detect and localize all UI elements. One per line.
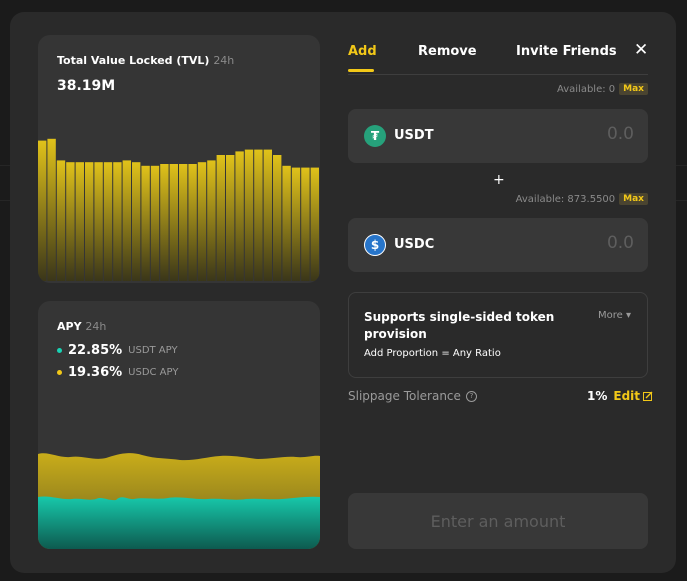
tab-add[interactable]: Add xyxy=(348,44,377,59)
tvl-bar xyxy=(291,167,301,281)
tvl-title-text: Total Value Locked (TVL) xyxy=(57,54,210,67)
usdc-dot-icon xyxy=(57,370,62,375)
edit-icon xyxy=(643,391,653,401)
tvl-bar xyxy=(160,164,169,281)
tvl-bar xyxy=(141,165,150,281)
usdc-apy-value: 19.36% xyxy=(68,365,123,380)
usdc-max-button[interactable]: Max xyxy=(619,193,648,205)
tvl-bar xyxy=(47,138,56,281)
usdc-amount-input[interactable] xyxy=(512,232,636,254)
slippage-label: Slippage Tolerance xyxy=(348,389,461,403)
usdc-token-name: USDC xyxy=(394,237,435,252)
usdc-input-box: $ USDC xyxy=(348,218,648,272)
edit-label: Edit xyxy=(613,389,641,403)
slippage-value: 1% xyxy=(587,389,608,403)
tvl-bar xyxy=(103,162,113,281)
apy-row-usdc: 19.36% USDC APY xyxy=(57,365,178,380)
tvl-title: Total Value Locked (TVL) 24h xyxy=(57,54,234,67)
apy-title: APY 24h xyxy=(57,320,106,333)
active-tab-indicator xyxy=(348,69,374,72)
apy-area-chart xyxy=(38,453,320,549)
tvl-bar xyxy=(301,167,310,281)
info-title: Supports single-sided token provision xyxy=(364,310,555,341)
tvl-bar xyxy=(85,162,94,281)
tvl-period: 24h xyxy=(213,54,235,67)
tvl-bar xyxy=(216,155,225,281)
slippage-value-row: 1% Edit xyxy=(587,389,653,403)
tvl-value: 38.19M xyxy=(57,78,116,94)
usdc-available: Available: 873.5500 Max xyxy=(516,193,648,205)
tvl-card: Total Value Locked (TVL) 24h 38.19M xyxy=(38,35,320,283)
usdt-amount-input[interactable] xyxy=(512,123,636,145)
close-icon[interactable]: ✕ xyxy=(634,40,649,60)
plus-icon: + xyxy=(493,172,505,188)
tvl-bar xyxy=(197,162,207,281)
tvl-bar xyxy=(169,164,178,281)
apy-row-usdt: 22.85% USDT APY xyxy=(57,343,178,358)
usdt-available: Available: 0 Max xyxy=(557,83,648,95)
tvl-bar xyxy=(254,149,263,281)
tvl-bar xyxy=(75,162,84,281)
more-dropdown[interactable]: More ▾ xyxy=(598,310,631,321)
apy-title-text: APY xyxy=(57,320,82,333)
tvl-bar xyxy=(150,165,160,281)
apy-period: 24h xyxy=(85,320,107,333)
tvl-bar xyxy=(56,160,66,281)
apy-card: APY 24h 22.85% USDT APY 19.36% USDC APY xyxy=(38,301,320,549)
tvl-bar xyxy=(94,162,103,281)
more-label: More xyxy=(597,310,623,321)
slippage-edit-button[interactable]: Edit xyxy=(613,389,653,403)
tvl-bar xyxy=(226,155,235,281)
usdc-available-label: Available: 873.5500 xyxy=(515,193,616,205)
tvl-bar-chart xyxy=(38,138,319,281)
tvl-bar xyxy=(207,160,216,281)
usdt-dot-icon xyxy=(57,348,62,353)
tvl-bar xyxy=(263,149,272,281)
submit-button[interactable]: Enter an amount xyxy=(348,493,648,549)
single-sided-info-box: Supports single-sided token provision Mo… xyxy=(348,292,648,378)
tether-icon: ₮ xyxy=(364,125,386,147)
tvl-bar xyxy=(38,140,47,281)
usdt-apy-label: USDT APY xyxy=(128,345,178,356)
help-icon[interactable]: ? xyxy=(465,390,477,402)
tab-remove[interactable]: Remove xyxy=(418,44,477,59)
add-liquidity-modal: Total Value Locked (TVL) 24h 38.19M APY … xyxy=(10,12,676,573)
tvl-bar xyxy=(179,164,188,281)
tvl-bar xyxy=(113,162,122,281)
usdt-available-label: Available: 0 xyxy=(556,83,616,95)
tab-invite-friends[interactable]: Invite Friends xyxy=(516,44,617,59)
usdt-apy-area xyxy=(38,496,320,549)
usdt-token-name: USDT xyxy=(394,128,434,143)
add-proportion-text: Add Proportion = Any Ratio xyxy=(364,348,501,359)
chevron-down-icon: ▾ xyxy=(625,310,631,321)
tvl-bar xyxy=(66,162,75,281)
tvl-bar xyxy=(122,160,131,281)
tvl-bar xyxy=(235,151,244,281)
usdt-max-button[interactable]: Max xyxy=(619,83,648,95)
slippage-row: Slippage Tolerance ? xyxy=(348,389,477,403)
usdc-apy-label: USDC APY xyxy=(128,367,179,378)
tvl-bar xyxy=(132,162,141,281)
tvl-bar xyxy=(310,167,319,281)
usdt-apy-value: 22.85% xyxy=(68,343,123,358)
tvl-bar xyxy=(273,155,282,281)
usdc-icon: $ xyxy=(364,234,386,256)
tab-bar: Add Remove Invite Friends xyxy=(348,42,648,75)
tvl-bar xyxy=(244,149,254,281)
tvl-bar xyxy=(188,164,197,281)
tvl-bar xyxy=(282,165,291,281)
usdt-input-box: ₮ USDT xyxy=(348,109,648,163)
